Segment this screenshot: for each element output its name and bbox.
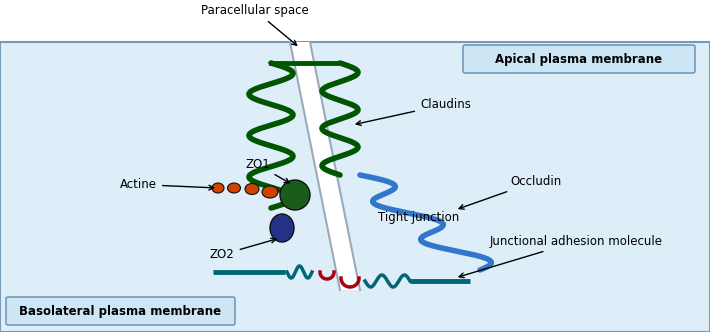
Bar xyxy=(0,0,710,42)
Ellipse shape xyxy=(262,186,278,198)
Text: Actine: Actine xyxy=(120,178,214,191)
Ellipse shape xyxy=(227,183,241,193)
Text: Occludin: Occludin xyxy=(459,175,561,209)
Text: Basolateral plasma membrane: Basolateral plasma membrane xyxy=(19,304,221,317)
Ellipse shape xyxy=(245,184,259,195)
Ellipse shape xyxy=(212,183,224,193)
Polygon shape xyxy=(290,42,360,290)
Text: Tight junction: Tight junction xyxy=(378,211,459,224)
Text: ZO2: ZO2 xyxy=(210,238,276,261)
Text: Claudins: Claudins xyxy=(356,98,471,125)
Text: Paracellular space: Paracellular space xyxy=(201,4,309,45)
FancyBboxPatch shape xyxy=(463,45,695,73)
Bar xyxy=(0,42,710,332)
Ellipse shape xyxy=(270,214,294,242)
FancyBboxPatch shape xyxy=(6,297,235,325)
Ellipse shape xyxy=(280,180,310,210)
Text: Junctional adhesion molecule: Junctional adhesion molecule xyxy=(459,235,663,278)
Text: ZO1: ZO1 xyxy=(245,158,289,183)
Text: Apical plasma membrane: Apical plasma membrane xyxy=(496,52,662,65)
